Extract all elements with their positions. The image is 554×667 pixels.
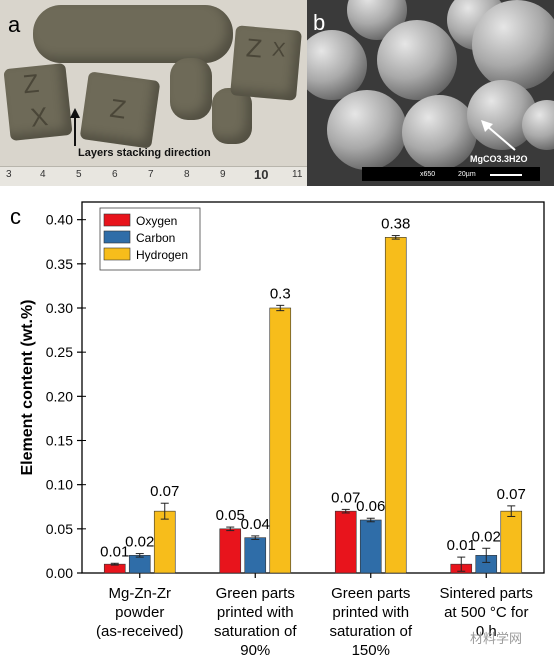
bar-hydrogen [384,237,407,574]
panel-b-letter: b [313,10,326,35]
cylinder-short-2 [212,88,252,144]
x-category-label: Mg-Zn-Zr [109,585,172,602]
x-category-label: 150% [352,642,390,659]
bar-value-label: 0.07 [150,483,179,500]
cube-letter-z-center: Z [108,92,129,125]
stacking-direction-caption: Layers stacking direction [78,147,211,159]
bar-value-label: 0.02 [125,534,154,551]
sem-magnification: x650 [420,171,436,178]
y-tick-label: 0.00 [46,565,73,581]
bar-carbon [359,519,382,574]
sem-scale-bar [490,174,522,176]
x-category-label: printed with [332,604,409,621]
ruler-number: 6 [112,169,118,180]
bar-value-label: 0.01 [447,537,476,554]
legend-swatch-hydrogen [103,247,131,261]
ruler-number: 11 [292,169,303,180]
bar-hydrogen [269,307,292,574]
cube-center: Z [79,71,161,149]
ruler-number: 5 [76,169,82,180]
x-category-label: powder [115,604,164,621]
legend-label: Oxygen [136,214,177,228]
bar-value-label: 0.07 [497,486,526,503]
bar-value-label: 0.04 [241,516,270,533]
sem-phase-label: MgCO3.3H2O [470,154,528,164]
y-axis-label: Element content (wt.%) [19,299,36,475]
bar-oxygen [219,528,242,574]
watermark-text: 材料学网 [470,631,523,646]
bar-hydrogen [153,510,176,574]
panel-c-letter: c [10,204,21,229]
cube-letter-z-left: Z [21,67,41,100]
ruler-number: 4 [40,169,46,180]
cube-letter-x-right: X [271,38,287,62]
bar-value-label: 0.07 [331,489,360,506]
ruler: 3 4 5 6 7 8 9 10 11 [0,166,307,186]
x-category-label: 0 h [476,623,497,640]
y-tick-label: 0.15 [46,433,73,449]
bar-carbon [244,537,267,574]
stacking-arrow-icon [70,108,80,146]
ruler-number: 7 [148,169,154,180]
sem-info-bar [362,167,540,181]
photo-printed-parts: a Z X Z Z X Layers stacking direction 3 … [0,0,307,186]
bar-oxygen [334,510,357,574]
cube-letter-x-left: X [29,101,50,133]
panel-a-letter: a [8,12,21,37]
powder-particle [307,30,367,100]
powder-particle [327,90,407,170]
bar-value-label: 0.02 [472,528,501,545]
sem-scale-text: 20µm [458,171,476,178]
ruler-number: 3 [6,169,12,180]
plot-frame [81,201,545,574]
x-category-label: Green parts [216,585,295,602]
x-category-label: Green parts [331,585,410,602]
bar-value-label: 0.01 [100,543,129,560]
legend-swatch-carbon [103,230,131,244]
y-tick-label: 0.20 [46,388,73,404]
x-category-label: at 500 °C for [444,604,528,621]
cube-z-left: Z X [3,62,73,142]
legend-label: Carbon [136,231,175,245]
ruler-number: 8 [184,169,190,180]
bar-value-label: 0.06 [356,498,385,515]
y-tick-label: 0.35 [46,256,73,272]
bar-hydrogen [500,510,523,574]
powder-particle [377,20,457,100]
y-tick-label: 0.05 [46,521,73,537]
legend-label: Hydrogen [136,248,188,262]
element-content-chart: c 0.00 0.05 0.10 0.15 0.20 0.25 0.30 0.35 0.40 El… [10,201,545,659]
bar-value-label: 0.38 [381,216,410,233]
cube-letter-z-right: Z [244,32,264,64]
y-tick-label: 0.25 [46,344,73,360]
x-category-label: saturation of [329,623,412,640]
sem-image-powder: b [307,0,554,186]
x-category-label: 90% [240,642,270,659]
cylinder-rod [33,5,233,63]
ruler-number: 9 [220,169,226,180]
particle-arrow-icon [481,120,516,151]
y-tick-label: 0.40 [46,212,73,228]
y-tick-label: 0.10 [46,477,73,493]
y-tick-label: 0.30 [46,300,73,316]
cube-z-right: Z X [230,25,302,101]
x-category-label: saturation of [214,623,297,640]
bar-value-label: 0.05 [216,507,245,524]
x-category-label: (as-received) [96,623,184,640]
cylinder-short-1 [170,58,212,120]
bar-carbon [128,555,151,574]
powder-particle [402,95,477,170]
powder-particle [472,0,554,90]
legend-swatch-oxygen [103,213,131,227]
bar-value-label: 0.3 [270,285,291,302]
ruler-number: 10 [254,167,269,182]
x-category-label: printed with [217,604,294,621]
x-category-label: Sintered parts [440,585,533,602]
